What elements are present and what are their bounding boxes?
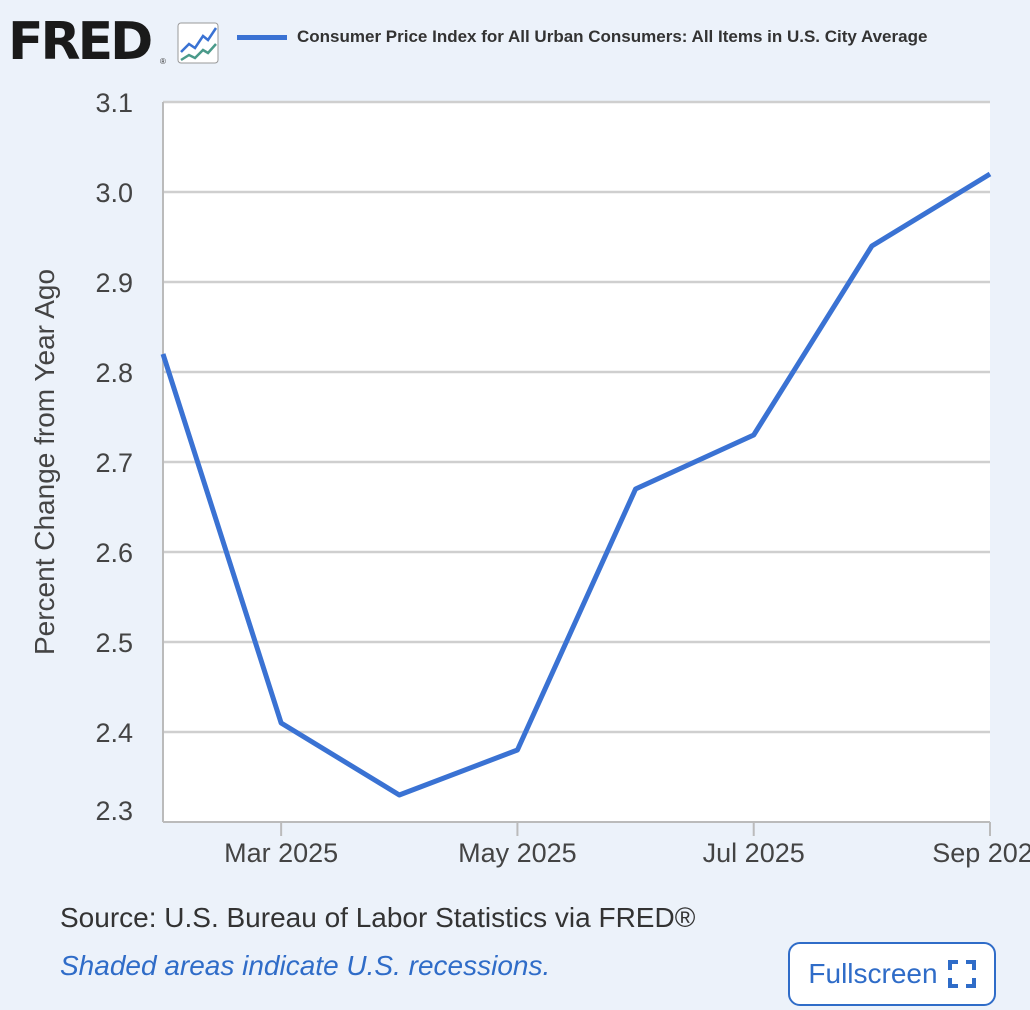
- data-point[interactable]: [751, 432, 757, 438]
- y-tick-label: 3.0: [95, 178, 133, 208]
- y-tick-label: 2.5: [95, 628, 133, 658]
- data-point[interactable]: [987, 171, 993, 177]
- x-tick-label: Jul 2025: [703, 838, 805, 868]
- data-point[interactable]: [396, 792, 402, 798]
- registered-mark: ®: [160, 57, 166, 66]
- legend-swatch: [237, 34, 287, 40]
- data-point[interactable]: [633, 486, 639, 492]
- fullscreen-button[interactable]: Fullscreen: [788, 942, 996, 1006]
- source-text: Source: U.S. Bureau of Labor Statistics …: [60, 902, 696, 933]
- fullscreen-label: Fullscreen: [808, 958, 938, 989]
- x-tick-label: Mar 2025: [224, 838, 338, 868]
- data-point[interactable]: [278, 720, 284, 726]
- x-tick-label: Sep 2025: [932, 838, 1030, 868]
- data-point[interactable]: [869, 243, 875, 249]
- legend: Consumer Price Index for All Urban Consu…: [237, 27, 927, 47]
- y-tick-label: 3.1: [95, 88, 133, 118]
- y-tick-label: 2.3: [95, 796, 133, 826]
- line-chart: 2.3 2.4 2.5 2.6 2.7 2.8 2.9 3.0 3.1 Mar 2025 May …: [29, 88, 1030, 868]
- expand-icon: [947, 960, 976, 988]
- data-point[interactable]: [514, 747, 520, 753]
- y-axis-label: Percent Change from Year Ago: [29, 269, 60, 655]
- y-tick-label: 2.6: [95, 538, 133, 568]
- chart-line-icon: [177, 22, 219, 64]
- legend-label: Consumer Price Index for All Urban Consu…: [297, 27, 928, 46]
- series-line: [160, 171, 992, 798]
- y-tick-label: 2.7: [95, 448, 133, 478]
- y-tick-label: 2.9: [95, 268, 133, 298]
- fred-logo[interactable]: FRED: [8, 12, 153, 72]
- x-tick-label: May 2025: [458, 838, 577, 868]
- data-point[interactable]: [160, 351, 166, 357]
- recession-note[interactable]: Shaded areas indicate U.S. recessions.: [60, 950, 551, 981]
- y-tick-label: 2.8: [95, 358, 133, 388]
- y-tick-label: 2.4: [95, 718, 133, 748]
